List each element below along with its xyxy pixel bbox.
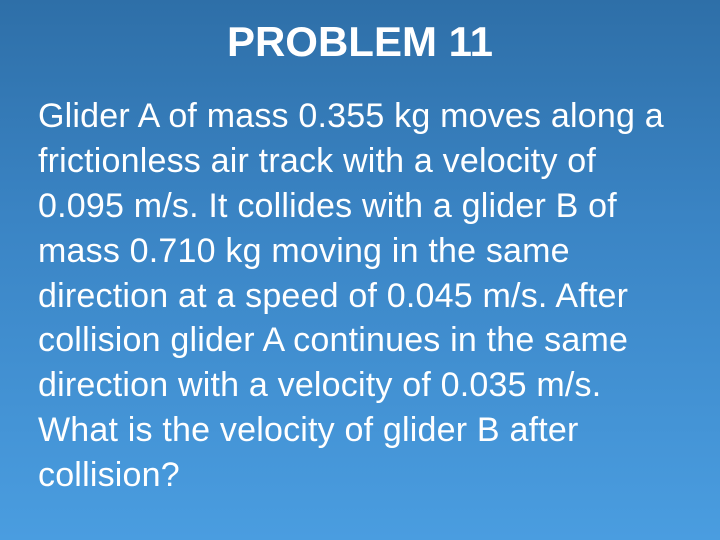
slide: PROBLEM 11 Glider A of mass 0.355 kg mov… [0,0,720,540]
slide-title: PROBLEM 11 [0,0,720,94]
slide-body: Glider A of mass 0.355 kg moves along a … [0,94,720,498]
